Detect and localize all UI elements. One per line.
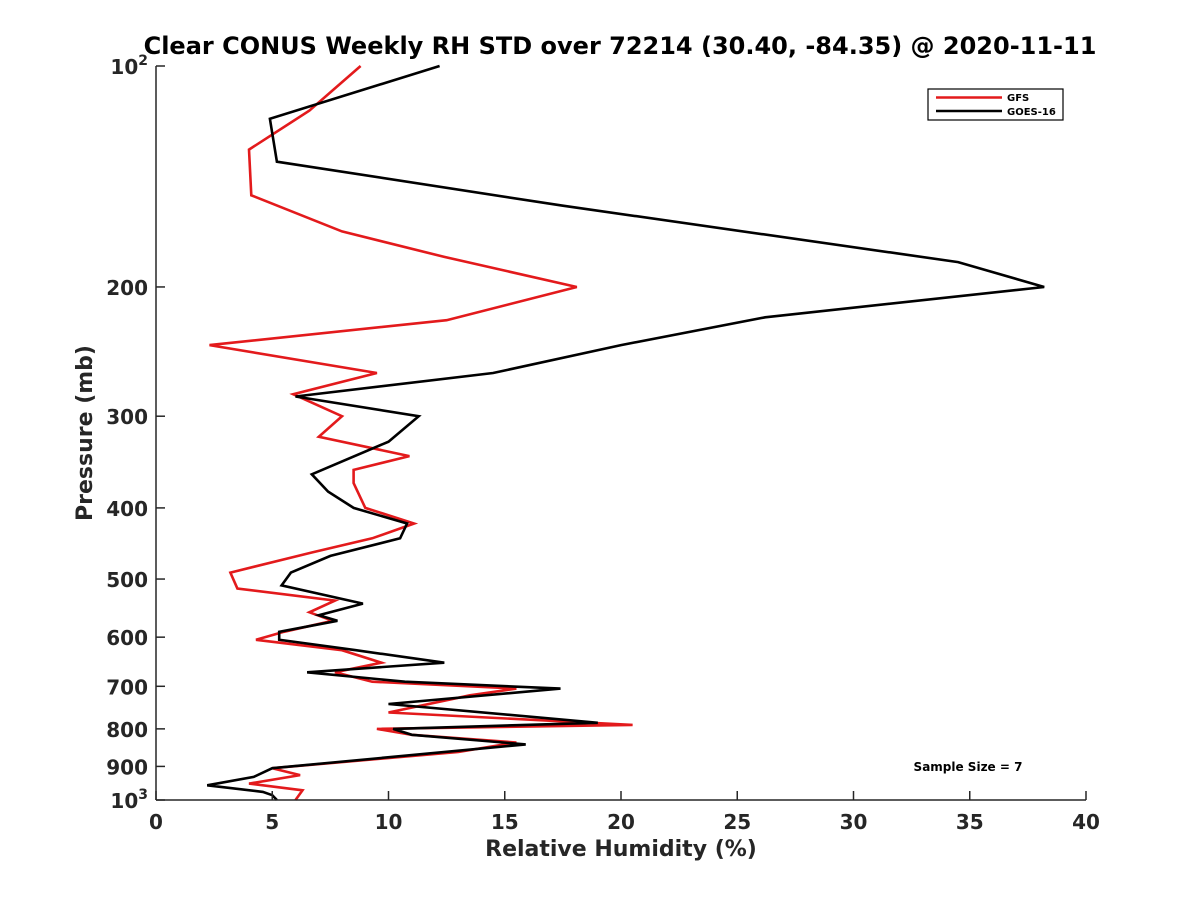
x-tick-label: 35: [956, 810, 984, 834]
x-tick-label: 10: [375, 810, 403, 834]
y-tick-label: 800: [106, 718, 148, 742]
plot-area: [156, 66, 1086, 800]
legend-label-gfs: GFS: [1007, 93, 1029, 104]
x-tick-label: 30: [840, 810, 868, 834]
y-tick-label: 300: [106, 405, 148, 429]
legend-label-goes16: GOES-16: [1007, 107, 1056, 118]
y-axis-label: Pressure (mb): [73, 345, 98, 521]
sample-size-annotation: Sample Size = 7: [914, 760, 1023, 774]
series-line-goes16: [206, 64, 1045, 801]
y-tick-label: 700: [106, 675, 148, 699]
x-tick-label: 5: [265, 810, 279, 834]
legend: GFS GOES-16: [927, 88, 1064, 121]
x-tick-label: 40: [1072, 810, 1100, 834]
chart-title: Clear CONUS Weekly RH STD over 72214 (30…: [144, 32, 1097, 60]
legend-box: [927, 88, 1064, 121]
series-layer: [206, 64, 1045, 801]
y-tick-label: 500: [106, 568, 148, 592]
y-tick-label: 900: [106, 755, 148, 779]
y-tick-label: 600: [106, 626, 148, 650]
y-tick-label: 103: [110, 787, 148, 813]
x-tick-label: 15: [491, 810, 519, 834]
x-tick-label: 25: [723, 810, 751, 834]
x-tick-label: 0: [149, 810, 163, 834]
y-ticks: 102 200 300 400 500 600 700 800 900 103: [106, 53, 165, 813]
y-tick-label: 102: [110, 53, 148, 79]
y-tick-label: 400: [106, 497, 148, 521]
x-axis-label: Relative Humidity (%): [485, 837, 757, 862]
x-tick-label: 20: [607, 810, 635, 834]
y-tick-label: 200: [106, 276, 148, 300]
x-ticks: 0 5 10 15 20 25 30 35 40: [149, 791, 1100, 834]
